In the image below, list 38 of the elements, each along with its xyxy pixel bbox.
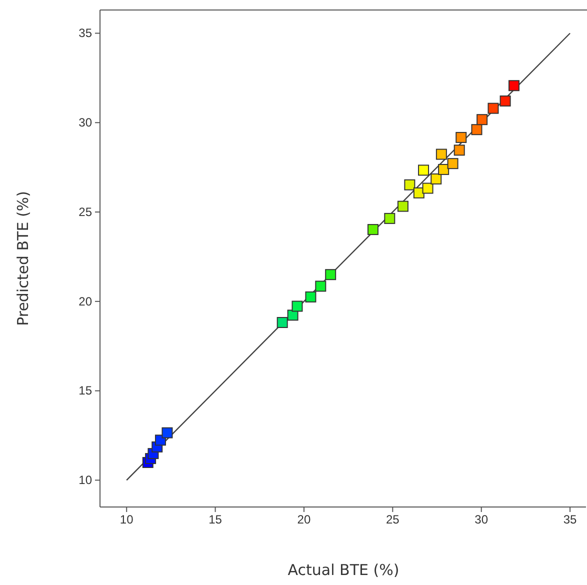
point: [476, 114, 488, 126]
y-tick-label: 10: [78, 473, 92, 488]
y-tick-label: 25: [78, 204, 92, 219]
point: [305, 291, 316, 302]
point: [404, 179, 416, 190]
point: [397, 200, 408, 212]
x-tick-label: 25: [386, 512, 400, 527]
point: [418, 164, 430, 176]
y-tick-label: 15: [78, 384, 92, 398]
x-tick-label: 10: [120, 512, 134, 527]
y-axis-title: Predicted BTE (%): [14, 191, 32, 326]
point: [315, 280, 326, 292]
x-tick-label: 35: [563, 512, 578, 527]
point: [413, 187, 424, 198]
point: [292, 300, 303, 312]
point: [500, 96, 511, 106]
point: [162, 427, 173, 438]
point: [430, 173, 442, 184]
x-tick-label: 30: [474, 512, 488, 527]
x-axis-title: Actual BTE (%): [288, 561, 400, 579]
point: [422, 182, 434, 194]
point: [325, 269, 336, 280]
x-tick-label: 20: [297, 512, 311, 527]
point: [508, 80, 520, 92]
y-tick-label: 30: [78, 115, 92, 130]
point: [488, 102, 499, 114]
x-tick-label: 15: [208, 512, 222, 527]
point: [454, 144, 465, 156]
point: [471, 124, 482, 136]
y-tick-label: 35: [78, 26, 92, 40]
point: [384, 212, 396, 224]
y-tick-label: 20: [78, 294, 92, 308]
point: [436, 148, 447, 160]
point: [456, 132, 467, 143]
point: [438, 164, 450, 175]
point: [367, 224, 378, 236]
point: [276, 317, 288, 328]
point: [447, 158, 458, 170]
